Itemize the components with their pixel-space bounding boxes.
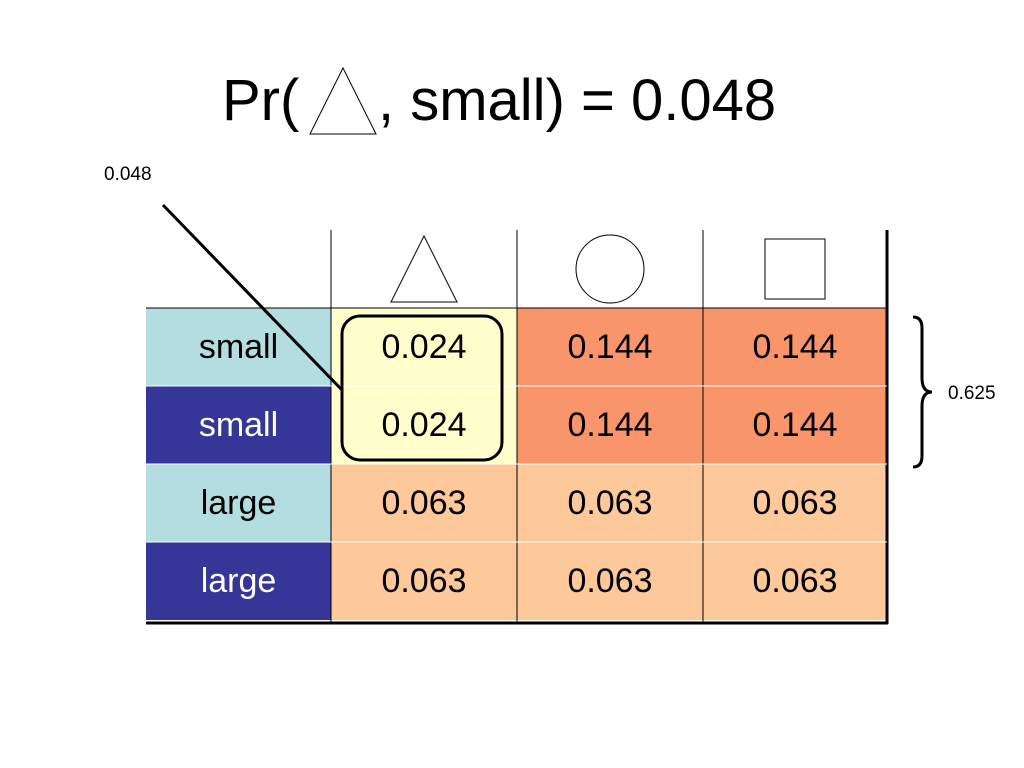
row-label: small xyxy=(146,386,331,464)
table-cell: 0.144 xyxy=(703,308,887,386)
table-cell: 0.063 xyxy=(331,464,517,542)
table-cell: 0.024 xyxy=(331,386,517,464)
header-square xyxy=(703,230,887,308)
header-triangle xyxy=(331,230,517,308)
table-cell: 0.024 xyxy=(331,308,517,386)
row-label: small xyxy=(146,308,331,386)
table-cell: 0.144 xyxy=(517,386,703,464)
triangle-icon xyxy=(309,66,377,135)
table-cell: 0.063 xyxy=(331,542,517,620)
table-cell: 0.144 xyxy=(703,386,887,464)
header-circle xyxy=(517,230,703,308)
table-cell: 0.063 xyxy=(703,464,887,542)
curly-brace xyxy=(912,315,933,469)
triangle-icon xyxy=(390,234,458,303)
row-label: large xyxy=(146,464,331,542)
table-cell: 0.063 xyxy=(703,542,887,620)
header-corner xyxy=(146,230,331,308)
table-cell: 0.144 xyxy=(517,308,703,386)
square-icon xyxy=(764,238,826,300)
row-label: large xyxy=(146,542,331,620)
callout-label: 0.048 xyxy=(104,164,152,185)
table-cell: 0.063 xyxy=(517,542,703,620)
circle-icon xyxy=(575,234,645,304)
brace-label: 0.625 xyxy=(948,383,996,404)
title-suffix: , small) = 0.048 xyxy=(378,68,777,133)
title-prefix: Pr( xyxy=(222,68,300,133)
slide-title: Pr( , small) = 0.048 xyxy=(0,56,1024,146)
table-cell: 0.063 xyxy=(517,464,703,542)
